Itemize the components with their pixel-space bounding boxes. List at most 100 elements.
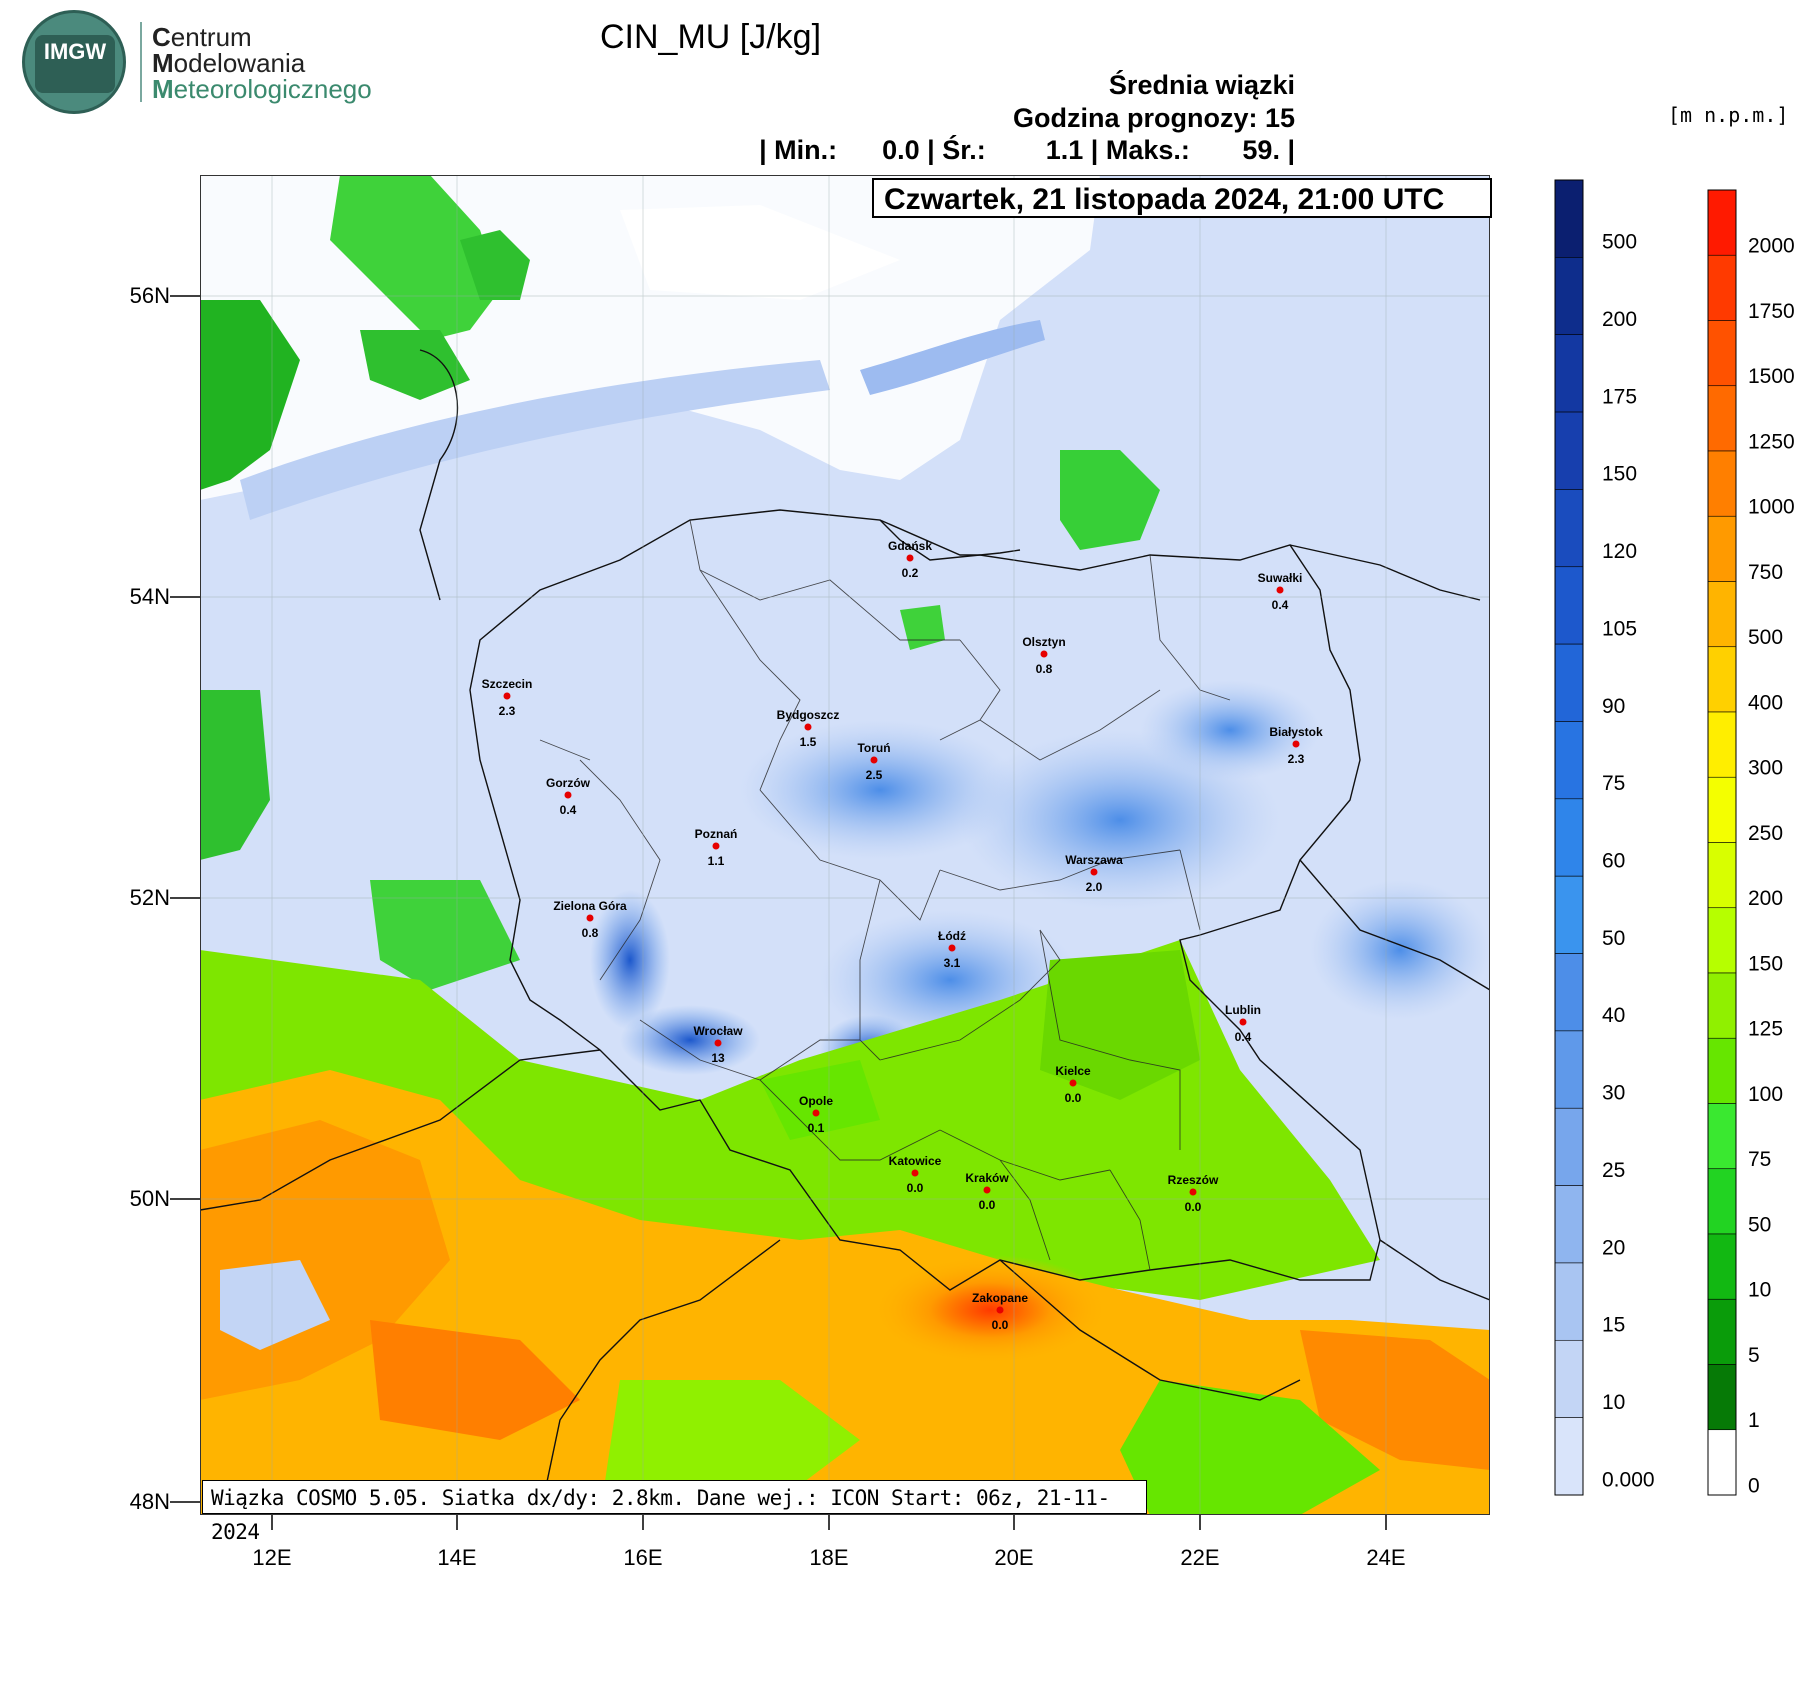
- imgw-emblem: IMGW: [22, 10, 126, 114]
- city-name: Gdańsk: [888, 539, 932, 553]
- city-value: 0.4: [1272, 598, 1289, 612]
- city-dot: [1276, 586, 1284, 594]
- city-marker: Bydgoszcz 1.5: [777, 708, 840, 749]
- city-value: 0.8: [582, 926, 599, 940]
- colorbar-label: 500: [1748, 626, 1783, 649]
- city-marker: Suwałki 0.4: [1258, 571, 1303, 612]
- colorbar-swatch: [1554, 1339, 1584, 1418]
- colorbar-swatch: [1554, 257, 1584, 336]
- city-marker: Rzeszów 0.0: [1168, 1173, 1219, 1214]
- city-name: Kraków: [965, 1171, 1009, 1185]
- city-value: 3.1: [944, 956, 961, 970]
- city-marker: Szczecin 2.3: [482, 677, 533, 718]
- city-dot: [870, 756, 878, 764]
- colorbar-label: 175: [1602, 385, 1637, 408]
- city-value: 0.0: [1065, 1091, 1082, 1105]
- city-dot: [911, 1169, 919, 1177]
- city-value: 0.0: [979, 1198, 996, 1212]
- colorbar-label: 300: [1748, 757, 1783, 780]
- colorbar-swatch: [1707, 515, 1737, 582]
- colorbar-swatch: [1707, 1168, 1737, 1235]
- colorbar-height: 2000175015001250100075050040030025020015…: [1707, 189, 1795, 1497]
- city-dot: [1189, 1188, 1197, 1196]
- city-marker: Lublin 0.4: [1225, 1003, 1261, 1044]
- city-name: Opole: [799, 1094, 833, 1108]
- colorbar-swatch: [1707, 1364, 1737, 1431]
- colorbar-label: 150: [1748, 952, 1783, 975]
- colorbar-label: 125: [1748, 1018, 1783, 1041]
- colorbar-label: 90: [1602, 695, 1625, 718]
- city-name: Olsztyn: [1022, 635, 1065, 649]
- colorbar-swatch: [1707, 776, 1737, 843]
- colorbar-label: 100: [1748, 1083, 1783, 1106]
- logo-line-3: Meteorologicznego: [152, 74, 372, 104]
- colorbar-swatch: [1707, 907, 1737, 974]
- lat-label-56n: 56N: [129, 283, 170, 308]
- colorbar-swatch: [1707, 581, 1737, 648]
- colorbar-label: 750: [1748, 561, 1783, 584]
- city-value: 0.0: [1185, 1200, 1202, 1214]
- colorbar-outline: [1554, 179, 1584, 1496]
- colorbar-label: 1750: [1748, 300, 1795, 323]
- lon-label-16e: 16E: [623, 1545, 663, 1570]
- city-dot: [1040, 650, 1048, 658]
- colorbar-swatch: [1554, 798, 1584, 877]
- colorbar-label: 60: [1602, 850, 1625, 873]
- colorbar-swatch: [1554, 1185, 1584, 1264]
- colorbar-swatch: [1707, 189, 1737, 256]
- city-value: 0.0: [907, 1181, 924, 1195]
- lat-label-48n: 48N: [129, 1489, 170, 1514]
- city-dot: [1069, 1079, 1077, 1087]
- city-name: Bydgoszcz: [777, 708, 840, 722]
- city-value: 0.2: [902, 566, 919, 580]
- city-dot: [564, 791, 572, 799]
- city-marker: Olsztyn 0.8: [1022, 635, 1065, 676]
- colorbar-label: 75: [1748, 1148, 1771, 1171]
- colorbar-label: 50: [1748, 1213, 1771, 1236]
- colorbar-swatch: [1707, 1103, 1737, 1170]
- colorbar-swatch: [1554, 566, 1584, 645]
- colorbar-label: 200: [1602, 308, 1637, 331]
- colorbar-label: 75: [1602, 772, 1625, 795]
- city-dot: [503, 692, 511, 700]
- colorbar-swatch: [1554, 179, 1584, 258]
- map-title: CIN_MU [J/kg]: [600, 18, 822, 56]
- colorbar-label: 120: [1602, 540, 1637, 563]
- city-value: 1.1: [708, 854, 725, 868]
- city-dot: [1239, 1018, 1247, 1026]
- city-marker: Białystok 2.3: [1269, 725, 1323, 766]
- city-value: 2.0: [1086, 880, 1103, 894]
- logo-line-2: Modelowania: [152, 48, 306, 78]
- imgw-emblem-text: IMGW: [35, 35, 115, 93]
- city-dot: [712, 842, 720, 850]
- city-name: Suwałki: [1258, 571, 1303, 585]
- city-marker: Opole 0.1: [799, 1094, 833, 1135]
- city-value: 0.1: [808, 1121, 825, 1135]
- colorbar-swatch: [1554, 334, 1584, 413]
- colorbar-swatch: [1554, 1262, 1584, 1341]
- city-name: Toruń: [857, 741, 890, 755]
- lat-label-54n: 54N: [129, 584, 170, 609]
- colorbar-label: 1: [1748, 1409, 1760, 1432]
- city-value: 0.0: [992, 1318, 1009, 1332]
- colorbar-outline: [1707, 189, 1737, 1496]
- city-name: Zakopane: [972, 1291, 1028, 1305]
- colorbar-label: 30: [1602, 1082, 1625, 1105]
- city-value: 0.4: [560, 803, 577, 817]
- map-frame: [200, 175, 1490, 1515]
- city-dot: [586, 914, 594, 922]
- lon-label-24e: 24E: [1366, 1545, 1406, 1570]
- lon-label-12e: 12E: [252, 1545, 292, 1570]
- city-dot: [948, 944, 956, 952]
- model-info-footer: Wiązka COSMO 5.05. Siatka dx/dy: 2.8km. …: [202, 1480, 1147, 1544]
- colorbar-swatch: [1554, 1030, 1584, 1109]
- city-dot: [804, 723, 812, 731]
- city-dot: [1292, 740, 1300, 748]
- city-name: Kielce: [1055, 1064, 1091, 1078]
- city-marker: Zakopane 0.0: [972, 1291, 1028, 1332]
- city-name: Lublin: [1225, 1003, 1261, 1017]
- city-name: Zielona Góra: [553, 899, 627, 913]
- city-name: Katowice: [889, 1154, 942, 1168]
- logo-divider: [140, 22, 142, 102]
